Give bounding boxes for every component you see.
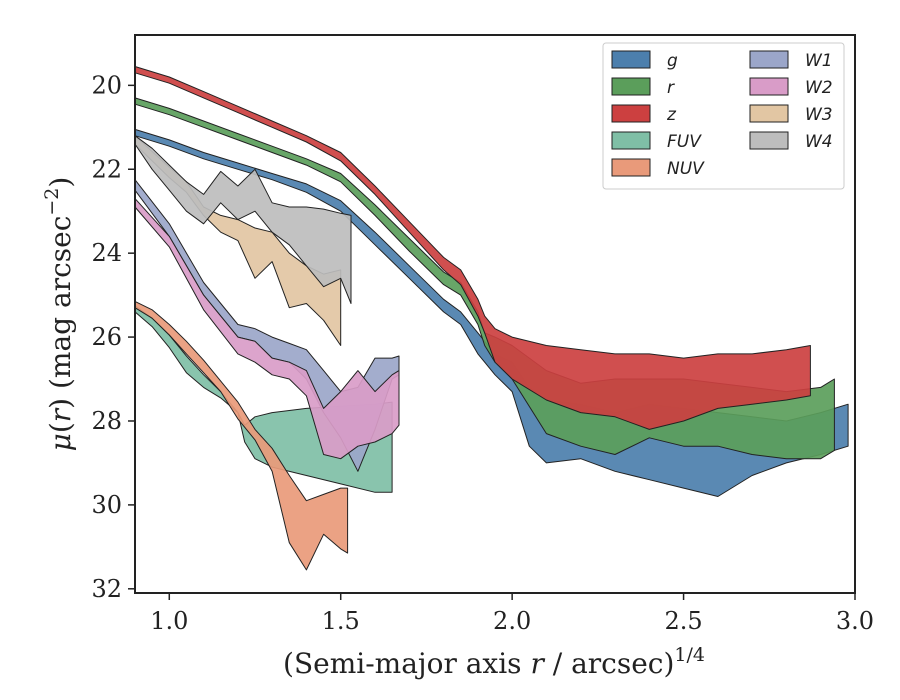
legend-swatch-W2 [749, 77, 789, 96]
legend-label-W3: W3 [805, 105, 833, 125]
legend-swatch-W4 [749, 131, 789, 150]
y-tick-label: 30 [91, 491, 122, 519]
legend-label-W2: W2 [805, 78, 833, 98]
x-tick-label: 3.0 [836, 607, 874, 635]
legend-label-g: g [667, 51, 678, 71]
series-band-W2 [134, 198, 400, 460]
y-tick-label: 32 [91, 575, 122, 603]
y-tick-label: 22 [91, 155, 122, 183]
legend-swatch-r [611, 77, 651, 96]
legend-label-r: r [667, 78, 675, 98]
legend-swatch-W1 [749, 50, 789, 69]
x-tick-label: 2.5 [664, 607, 702, 635]
y-tick-label: 20 [91, 71, 122, 99]
legend-label-W1: W1 [805, 51, 833, 71]
legend-swatch-W3 [749, 104, 789, 123]
series-layer [134, 66, 849, 571]
x-tick-label: 1.5 [322, 607, 360, 635]
y-tick-label: 24 [91, 239, 122, 267]
legend: grz FUV NUV W1 W2 W3 W4 [602, 42, 845, 190]
legend-swatch-g [611, 50, 651, 69]
legend-swatch-z [611, 104, 651, 123]
legend-swatch-NUV [611, 158, 651, 177]
legend-label-W4: W4 [805, 132, 833, 152]
x-tick-label: 2.0 [493, 607, 531, 635]
legend-swatch-FUV [611, 131, 651, 150]
x-tick-label: 1.0 [150, 607, 188, 635]
series-band-W4 [134, 135, 352, 304]
series-band-r [134, 97, 835, 460]
series-band-NUV [134, 300, 349, 571]
plot-frame [134, 34, 856, 594]
legend-label-FUV: FUV [667, 132, 702, 152]
y-axis-label: μ(r) (mag arcsec−2) [41, 177, 77, 452]
x-axis-label: (Semi-major axis r / arcsec)1/4 [283, 644, 705, 680]
y-tick-label: 28 [91, 407, 122, 435]
y-tick-label: 26 [91, 323, 122, 351]
legend-label-z: z [666, 105, 677, 125]
series-band-z [134, 66, 811, 430]
legend-label-NUV: NUV [667, 159, 705, 179]
series-band-g [134, 128, 849, 497]
axis-ticks: 1.0 1.5 2.0 2.5 3.0 20 22 24 26 28 30 32 [91, 71, 874, 635]
